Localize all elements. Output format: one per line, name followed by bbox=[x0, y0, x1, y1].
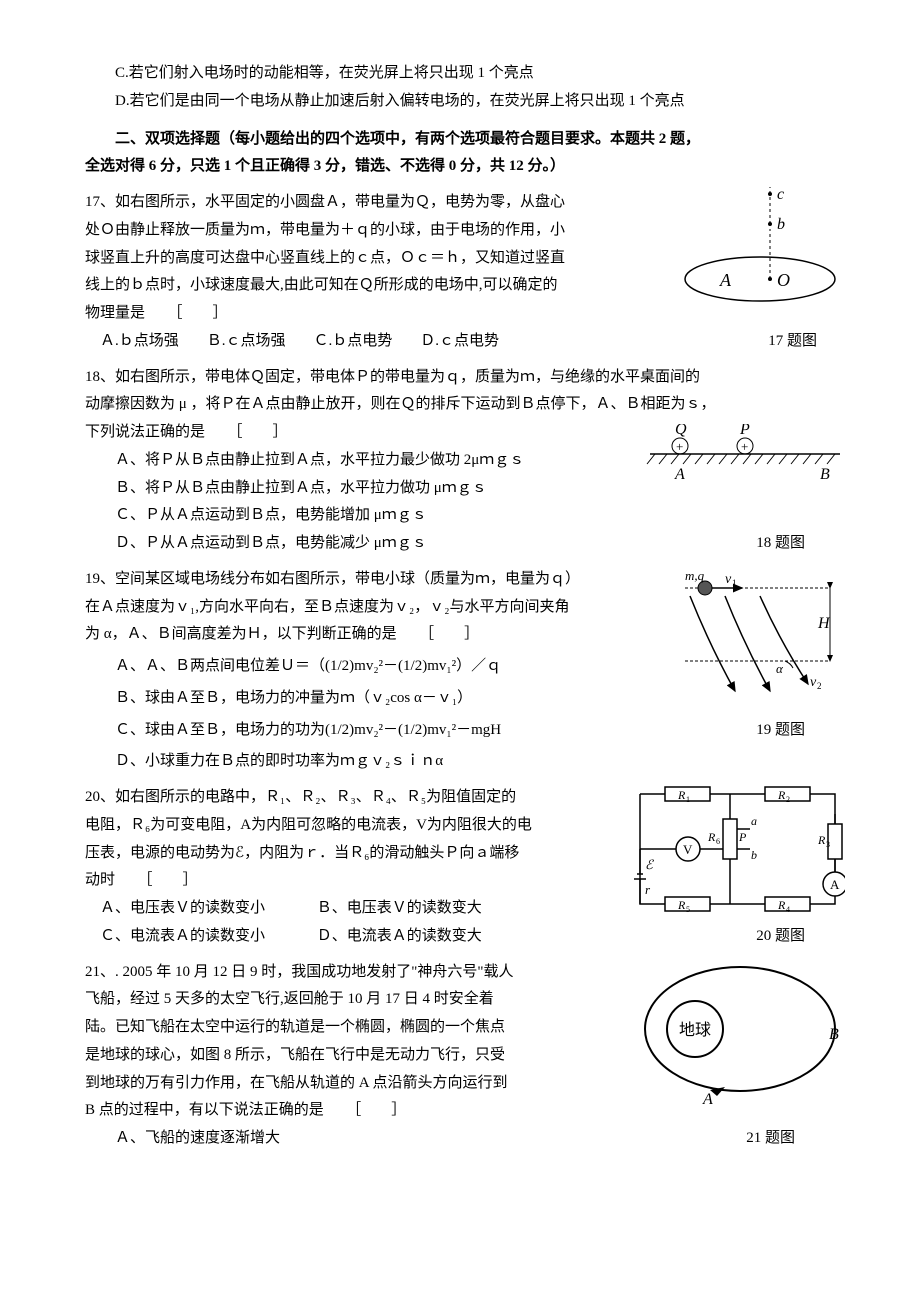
figure-19: m,q v1 v2 α H bbox=[680, 566, 845, 701]
q21-line1: 21、. 2005 年 10 月 12 日 9 时，我国成功地发射了"神舟六号"… bbox=[85, 959, 635, 987]
svg-text:R: R bbox=[777, 788, 786, 802]
question-18: + + Q P A B 18、如右图所示，带电体Ｑ固定，带电体Ｐ的带电量为ｑ，质… bbox=[85, 364, 845, 558]
q18-line2: 动摩擦因数为 μ ，将Ｐ在Ａ点由静止放开，则在Ｑ的排斥下运动到Ｂ点停下，Ａ、Ｂ相… bbox=[85, 391, 845, 419]
q21-line5: 到地球的万有引力作用，在飞船从轨道的 A 点沿箭头方向运行到 bbox=[85, 1070, 635, 1098]
q17-opt-d: Ｄ.ｃ点电势 bbox=[420, 328, 499, 356]
svg-text:m,q: m,q bbox=[685, 568, 705, 583]
q21-line4: 是地球的球心，如图 8 所示，飞船在飞行中是无动力飞行，只受 bbox=[85, 1042, 635, 1070]
q19-opt-c: Ｃ、球由Ａ至Ｂ，电场力的功为(1/2)mv₂²－(1/2)mv₁²－mgH bbox=[85, 717, 501, 745]
figure-17: A O b c bbox=[675, 179, 845, 304]
svg-text:r: r bbox=[645, 882, 651, 897]
q20-opt-c: Ｃ、电流表Ａ的读数变小 bbox=[100, 928, 265, 944]
figure-18: + + Q P A B bbox=[645, 424, 845, 484]
svg-text:ℰ: ℰ bbox=[645, 857, 654, 872]
svg-text:b: b bbox=[777, 216, 785, 233]
q20-opt-d: Ｄ、电流表Ａ的读数变大 bbox=[317, 928, 482, 944]
svg-text:P: P bbox=[739, 424, 750, 438]
q17-opt-b: Ｂ.ｃ点场强 bbox=[207, 328, 286, 356]
option-16c: C.若它们射入电场时的动能相等，在荧光屏上将只出现 1 个亮点 bbox=[85, 60, 845, 88]
q21-line3: 陆。已知飞船在太空中运行的轨道是一个椭圆，椭圆的一个焦点 bbox=[85, 1014, 635, 1042]
svg-text:a: a bbox=[751, 814, 757, 828]
q20-line2: 电阻，Ｒ₆为可变电阻，A为内阻可忽略的电流表，V为内阻很大的电 bbox=[85, 812, 635, 840]
question-17: A O b c 17、如右图所示，水平固定的小圆盘Ａ，带电量为Ｑ，电势为零，从盘… bbox=[85, 189, 845, 356]
question-21: 地球 B A 21、. 2005 年 10 月 12 日 9 时，我国成功地发射… bbox=[85, 959, 845, 1153]
svg-text:1: 1 bbox=[732, 578, 737, 588]
svg-text:A: A bbox=[702, 1091, 713, 1104]
figure-19-label: 19 题图 bbox=[756, 717, 805, 745]
svg-text:2: 2 bbox=[786, 795, 790, 804]
svg-text:A: A bbox=[830, 877, 840, 892]
q18-line1: 18、如右图所示，带电体Ｑ固定，带电体Ｐ的带电量为ｑ，质量为ｍ，与绝缘的水平桌面… bbox=[85, 364, 845, 392]
q20-opt-b: Ｂ、电压表Ｖ的读数变大 bbox=[317, 900, 482, 916]
earth-label: 地球 bbox=[679, 1021, 711, 1039]
q18-opt-d: Ｄ、Ｐ从Ａ点运动到Ｂ点，电势能减少 μｍｇｓ bbox=[85, 530, 427, 558]
svg-text:V: V bbox=[683, 842, 693, 857]
figure-21: 地球 B A bbox=[635, 959, 845, 1104]
svg-text:A: A bbox=[719, 270, 732, 290]
svg-text:R: R bbox=[777, 898, 786, 912]
svg-text:P: P bbox=[738, 830, 747, 844]
svg-text:A: A bbox=[674, 466, 685, 483]
svg-text:+: + bbox=[741, 439, 748, 454]
svg-text:B: B bbox=[829, 1026, 839, 1043]
q17-line5: 物理量是 ［ ］ bbox=[85, 300, 845, 328]
svg-text:b: b bbox=[751, 848, 757, 862]
figure-18-label: 18 题图 bbox=[756, 530, 805, 558]
q18-opt-a: Ａ、将Ｐ从Ｂ点由静止拉到Ａ点，水平拉力最少做功 2μｍｇｓ bbox=[85, 447, 635, 475]
q17-opt-c: Ｃ.ｂ点电势 bbox=[314, 328, 393, 356]
svg-text:2: 2 bbox=[817, 681, 822, 691]
q19-opt-d: Ｄ、小球重力在Ｂ点的即时功率为ｍｇｖ₂ｓｉｎα bbox=[85, 748, 845, 776]
svg-text:+: + bbox=[676, 439, 683, 454]
section-2-title: 二、双项选择题（每小题给出的四个选项中，有两个选项最符合题目要求。本题共 2 题… bbox=[85, 126, 845, 154]
svg-text:c: c bbox=[777, 186, 784, 203]
q21-opt-a: Ａ、飞船的速度逐渐增大 bbox=[85, 1125, 280, 1153]
question-19: m,q v1 v2 α H 19、空间某区域电场线分布如右图所示，带电小球（质量… bbox=[85, 566, 845, 776]
q21-line2: 飞船，经过 5 天多的太空飞行,返回舱于 10 月 17 日 4 时安全着 bbox=[85, 986, 635, 1014]
svg-text:H: H bbox=[817, 615, 831, 632]
svg-text:3: 3 bbox=[826, 840, 830, 849]
q20-line1: 20、如右图所示的电路中，Ｒ₁、Ｒ₂、Ｒ₃、Ｒ₄、Ｒ₅为阻值固定的 bbox=[85, 784, 635, 812]
figure-21-label: 21 题图 bbox=[746, 1125, 795, 1153]
q20-line3: 压表，电源的电动势为ℰ，内阻为ｒ．当Ｒ₆的滑动触头Ｐ向ａ端移 bbox=[85, 840, 635, 868]
question-20: R1 R2 R5 R4 R6 R3 V A a b P ℰ r 20、如右图所示… bbox=[85, 784, 845, 951]
figure-20-label: 20 题图 bbox=[756, 923, 805, 951]
svg-text:R: R bbox=[677, 898, 686, 912]
section-2-title-2: 全选对得 6 分，只选 1 个且正确得 3 分，错选、不选得 0 分，共 12 … bbox=[85, 153, 845, 181]
svg-text:R: R bbox=[707, 830, 716, 844]
q17-opt-a: Ａ.ｂ点场强 bbox=[100, 328, 179, 356]
q19-line2: 在Ａ点速度为ｖ₁,方向水平向右，至Ｂ点速度为ｖ₂，ｖ₂与水平方向间夹角 bbox=[85, 594, 635, 622]
q20-opt-a: Ａ、电压表Ｖ的读数变小 bbox=[100, 900, 265, 916]
q19-line1: 19、空间某区域电场线分布如右图所示，带电小球（质量为ｍ，电量为ｑ） bbox=[85, 566, 635, 594]
svg-text:v: v bbox=[725, 572, 732, 587]
svg-text:1: 1 bbox=[686, 795, 690, 804]
q19-line3: 为 α，Ａ、Ｂ间高度差为Ｈ，以下判断正确的是 ［ ］ bbox=[85, 621, 635, 649]
figure-17-label: 17 题图 bbox=[768, 328, 817, 356]
svg-text:5: 5 bbox=[686, 905, 690, 914]
svg-text:4: 4 bbox=[786, 905, 790, 914]
figure-20: R1 R2 R5 R4 R6 R3 V A a b P ℰ r bbox=[630, 779, 845, 924]
option-16d: D.若它们是由同一个电场从静止加速后射入偏转电场的，在荧光屏上将只出现 1 个亮… bbox=[85, 88, 845, 116]
q18-opt-c: Ｃ、Ｐ从Ａ点运动到Ｂ点，电势能增加 μｍｇｓ bbox=[85, 502, 845, 530]
svg-text:Q: Q bbox=[675, 424, 687, 438]
svg-text:R: R bbox=[677, 788, 686, 802]
svg-text:R: R bbox=[817, 833, 826, 847]
svg-text:α: α bbox=[776, 661, 784, 676]
svg-text:6: 6 bbox=[716, 837, 720, 846]
svg-text:v: v bbox=[810, 675, 817, 690]
svg-text:B: B bbox=[820, 466, 830, 483]
svg-text:O: O bbox=[777, 270, 790, 290]
